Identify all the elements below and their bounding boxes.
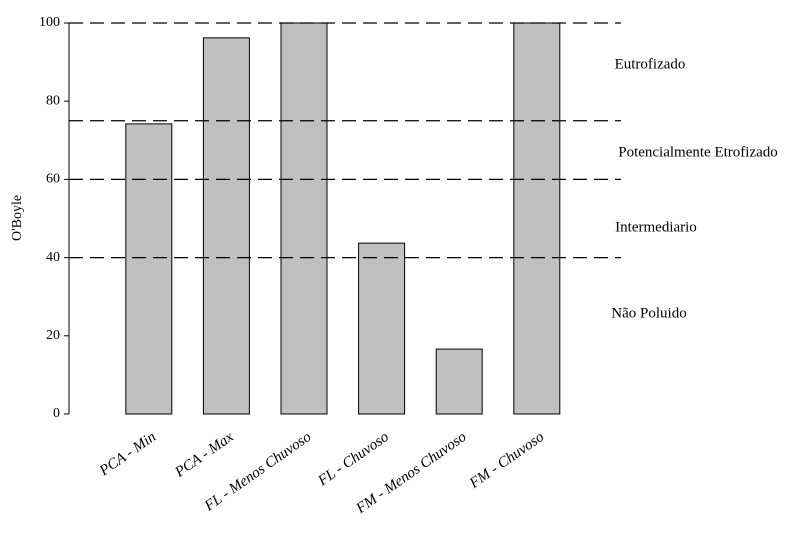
- y-axis-label: O'Boyle: [10, 195, 25, 241]
- x-tick-label: FM - Chuvoso: [466, 429, 547, 493]
- bar: [435, 348, 483, 415]
- y-tick-label: 60: [46, 172, 60, 187]
- x-tick-label: FL - Chuvoso: [315, 429, 393, 490]
- zone-label: Não Poluido: [611, 305, 686, 321]
- x-tick-label: PCA - Max: [172, 429, 237, 481]
- zone-label: Potencialmente Etrofizado: [618, 144, 778, 160]
- bar: [125, 123, 173, 415]
- y-tick-label: 0: [53, 406, 60, 421]
- zone-label: Intermediario: [615, 219, 697, 235]
- x-tick-label: PCA - Min: [96, 429, 159, 480]
- bar: [358, 242, 406, 415]
- y-tick-label: 40: [46, 250, 60, 265]
- bar: [280, 22, 328, 415]
- zone-label: Eutrofizado: [615, 56, 686, 72]
- bar: [513, 22, 561, 415]
- y-tick-label: 20: [46, 328, 60, 343]
- y-tick-label: 80: [46, 93, 60, 108]
- bar: [202, 37, 250, 415]
- y-tick-label: 100: [39, 15, 60, 30]
